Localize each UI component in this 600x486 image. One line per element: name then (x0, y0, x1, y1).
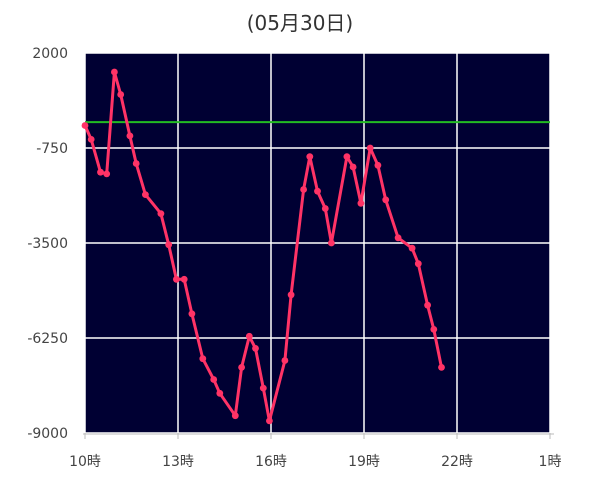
data-point (349, 163, 357, 171)
data-point (300, 186, 307, 193)
y-tick-label: -9000 (27, 426, 68, 442)
data-point (366, 144, 374, 152)
series-group (81, 68, 445, 425)
data-point (259, 384, 267, 392)
data-point (343, 153, 351, 161)
data-point (157, 210, 165, 218)
data-point (374, 161, 382, 169)
y-tick-label: -750 (36, 141, 68, 157)
data-point (216, 389, 224, 397)
data-point (238, 364, 246, 371)
data-point (321, 205, 329, 212)
data-point (97, 168, 104, 176)
x-tick-label: 10時 (69, 454, 101, 470)
data-point (87, 136, 95, 143)
series-line (83, 70, 443, 423)
data-point (231, 412, 239, 420)
x-tick-label: 22時 (441, 454, 473, 470)
data-point (424, 301, 431, 309)
data-point (438, 364, 445, 371)
data-point (245, 332, 253, 340)
data-point (180, 275, 188, 283)
data-point (103, 170, 111, 178)
data-point (266, 417, 273, 425)
data-point (132, 160, 140, 167)
data-point (408, 244, 416, 252)
data-point (173, 275, 180, 283)
data-point (382, 196, 390, 204)
data-point (306, 153, 314, 161)
data-point (142, 191, 149, 199)
grid (84, 52, 551, 434)
axes: 10時 13時 16時 19時 22時 1時 2000 -750 -3500 -6250 -9000 (27, 46, 561, 470)
data-point (117, 91, 125, 98)
data-point (199, 355, 207, 363)
data-point (111, 68, 118, 76)
data-point (81, 122, 89, 129)
y-tick-label: -6250 (27, 331, 68, 347)
x-tick-label: 13時 (162, 454, 194, 470)
chart-title: (05月30日) (247, 11, 354, 35)
y-tick-label: -3500 (27, 236, 68, 252)
data-point (252, 345, 259, 352)
data-point (287, 291, 295, 299)
data-point (357, 199, 365, 207)
data-point (328, 239, 335, 247)
data-point (394, 234, 402, 242)
x-tick-label: 1時 (539, 454, 562, 470)
data-point (430, 326, 438, 333)
data-point (414, 260, 422, 268)
x-tick-label: 16時 (255, 454, 287, 470)
y-tick-label: 2000 (32, 46, 68, 62)
x-tick-label: 19時 (348, 454, 380, 470)
data-point (188, 310, 196, 318)
data-point (210, 376, 218, 383)
data-point (165, 241, 173, 249)
data-point (314, 187, 321, 195)
data-point (126, 132, 134, 140)
data-point (281, 357, 289, 364)
